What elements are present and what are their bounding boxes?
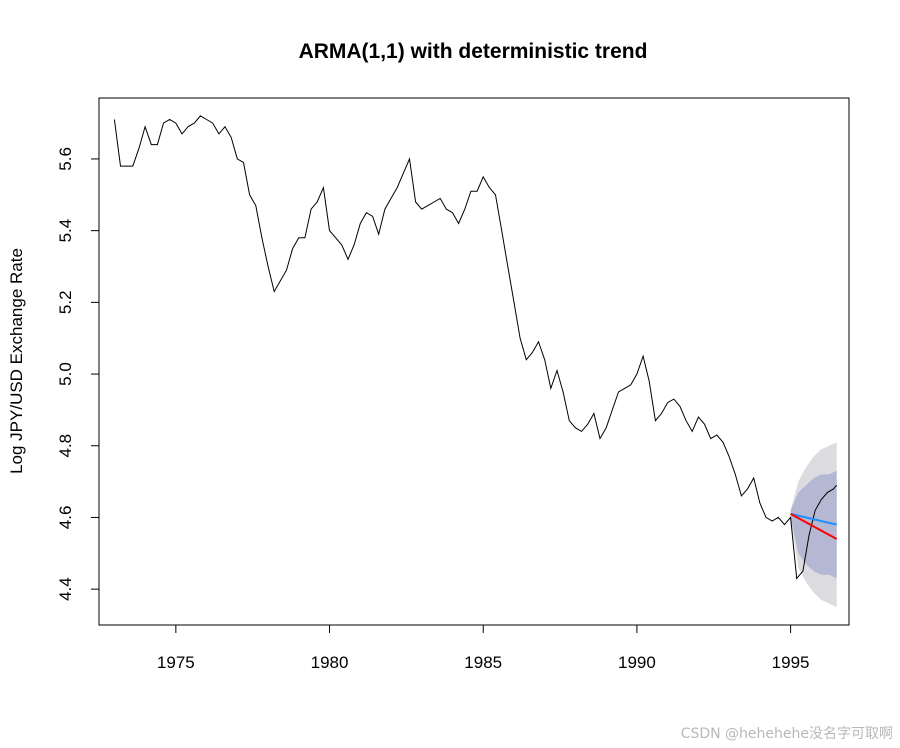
x-tick-label: 1980 [311,653,349,672]
y-tick-label: 5.2 [56,290,75,314]
y-tick-label: 4.6 [56,506,75,530]
observed-series-line [113,115,838,580]
forecast-trend-line [790,513,838,540]
y-tick-label: 5.4 [56,219,75,243]
forecast-layer [790,512,838,540]
x-axis: 1975 1980 1985 1990 1995 [157,624,810,672]
y-tick-label: 5.0 [56,362,75,386]
observed-series-layer [113,115,838,580]
plot-area [113,115,838,608]
x-tick-label: 1990 [618,653,656,672]
y-tick-label: 5.6 [56,147,75,171]
y-tick-label: 4.4 [56,577,75,601]
y-axis-label: Log JPY/USD Exchange Rate [7,248,26,474]
band-80-area [790,470,837,579]
x-tick-label: 1985 [464,653,502,672]
x-tick-label: 1975 [157,653,195,672]
chart-title: ARMA(1,1) with deterministic trend [299,40,648,63]
band-80-layer [790,470,837,579]
y-tick-label: 4.8 [56,434,75,458]
watermark-text: CSDN @hehehehe没名字可取啊 [681,726,893,742]
plot-frame [98,97,850,626]
forecast-arma-line [790,512,837,526]
x-tick-label: 1995 [772,653,810,672]
y-axis: 4.4 4.6 4.8 5.0 5.2 5.4 5.6 [56,147,100,601]
